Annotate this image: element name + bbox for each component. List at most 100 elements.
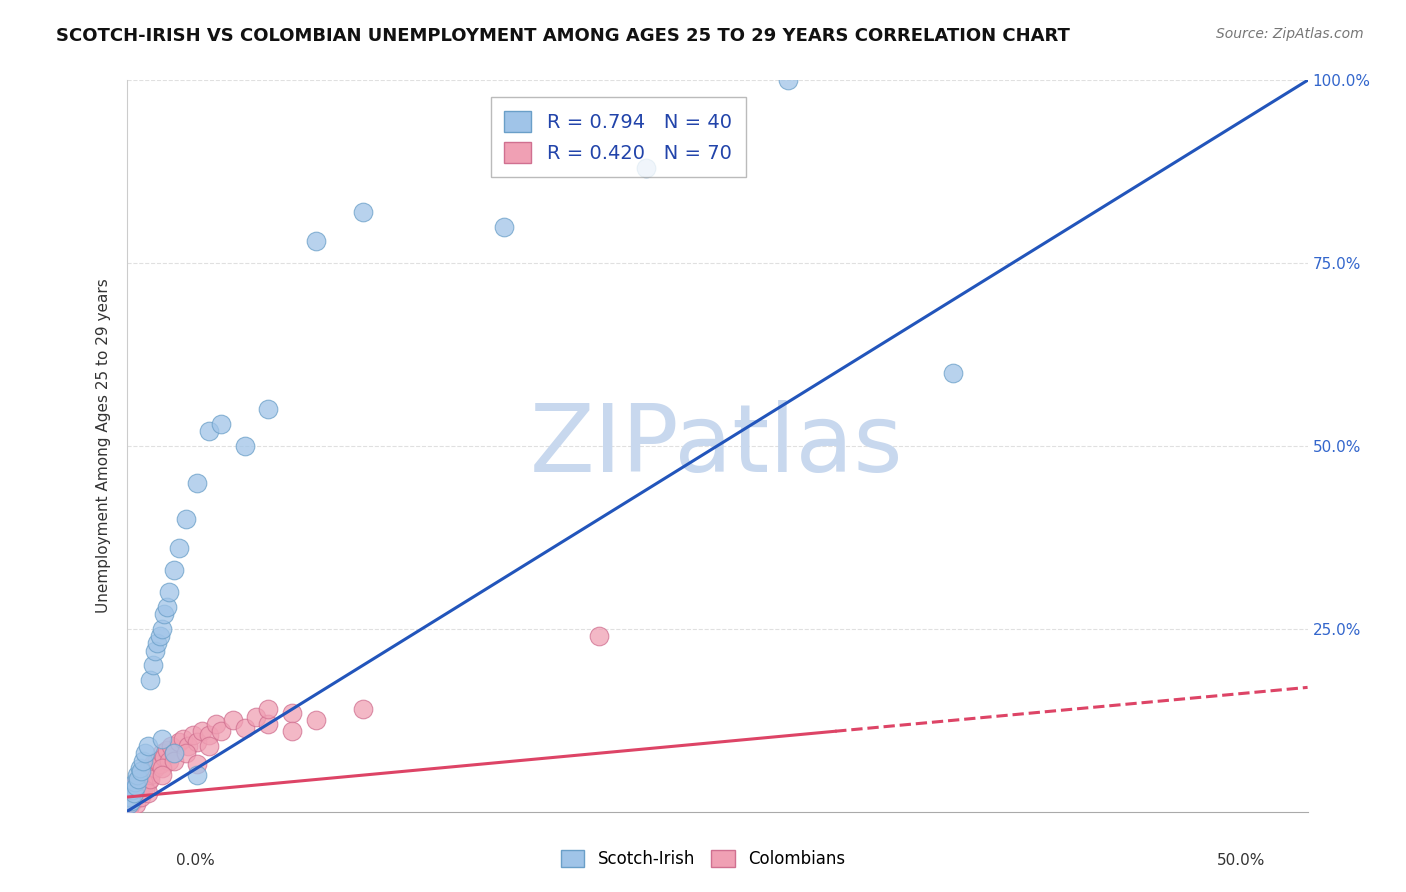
Point xyxy=(143,761,166,775)
Point xyxy=(186,757,208,772)
Point xyxy=(132,782,155,797)
Point xyxy=(134,768,156,782)
Point xyxy=(150,761,173,775)
Point xyxy=(149,629,172,643)
Point xyxy=(117,797,139,812)
Point xyxy=(122,790,145,805)
Point xyxy=(198,425,221,439)
Point xyxy=(124,775,146,789)
Point xyxy=(125,782,148,797)
Point xyxy=(209,417,232,431)
Point xyxy=(125,779,148,793)
Point xyxy=(120,787,142,801)
Point xyxy=(167,541,190,556)
Point xyxy=(186,475,208,490)
Point xyxy=(120,797,142,812)
Point xyxy=(588,629,610,643)
Point xyxy=(150,768,173,782)
Point xyxy=(118,801,141,815)
Point xyxy=(198,739,221,753)
Point xyxy=(186,735,208,749)
Point xyxy=(776,73,799,87)
Point xyxy=(120,794,142,808)
Point xyxy=(118,797,141,812)
Point xyxy=(129,779,152,793)
Point xyxy=(172,731,194,746)
Point xyxy=(149,757,172,772)
Point xyxy=(153,749,176,764)
Point xyxy=(121,782,143,797)
Legend: R = 0.794   N = 40, R = 0.420   N = 70: R = 0.794 N = 40, R = 0.420 N = 70 xyxy=(491,97,745,177)
Point xyxy=(127,787,149,801)
Point xyxy=(157,585,180,599)
Point xyxy=(163,746,186,760)
Point xyxy=(132,775,155,789)
Point xyxy=(304,234,326,248)
Point xyxy=(122,794,145,808)
Point xyxy=(150,622,173,636)
Point xyxy=(117,801,139,815)
Point xyxy=(156,599,179,614)
Point xyxy=(129,764,152,779)
Point xyxy=(120,794,142,808)
Point xyxy=(352,702,374,716)
Point xyxy=(191,724,214,739)
Point xyxy=(128,772,150,786)
Legend: Scotch-Irish, Colombians: Scotch-Irish, Colombians xyxy=(554,843,852,875)
Point xyxy=(134,782,156,797)
Point xyxy=(257,402,280,417)
Point xyxy=(141,658,163,673)
Point xyxy=(127,775,149,789)
Point xyxy=(146,636,169,650)
Point xyxy=(304,714,326,728)
Point xyxy=(128,761,150,775)
Point xyxy=(174,512,197,526)
Point xyxy=(150,746,173,760)
Point xyxy=(132,754,155,768)
Point xyxy=(135,764,157,779)
Point xyxy=(186,768,208,782)
Text: Source: ZipAtlas.com: Source: ZipAtlas.com xyxy=(1216,27,1364,41)
Point xyxy=(143,644,166,658)
Point xyxy=(163,746,186,760)
Point xyxy=(222,714,245,728)
Point xyxy=(118,790,141,805)
Point xyxy=(122,787,145,801)
Point xyxy=(134,746,156,760)
Point xyxy=(129,790,152,805)
Point xyxy=(127,768,149,782)
Point xyxy=(121,782,143,797)
Point xyxy=(352,205,374,219)
Point xyxy=(233,439,256,453)
Point xyxy=(121,790,143,805)
Point xyxy=(942,366,965,380)
Point xyxy=(205,717,228,731)
Point xyxy=(139,772,162,786)
Point xyxy=(125,797,148,812)
Point xyxy=(281,724,304,739)
Point xyxy=(494,219,516,234)
Point xyxy=(136,739,159,753)
Point xyxy=(209,724,232,739)
Text: 50.0%: 50.0% xyxy=(1218,854,1265,868)
Point xyxy=(257,702,280,716)
Point xyxy=(138,761,160,775)
Y-axis label: Unemployment Among Ages 25 to 29 years: Unemployment Among Ages 25 to 29 years xyxy=(96,278,111,614)
Point xyxy=(245,709,267,723)
Point xyxy=(122,779,145,793)
Point xyxy=(257,717,280,731)
Point xyxy=(233,721,256,735)
Point xyxy=(146,754,169,768)
Point xyxy=(167,735,190,749)
Point xyxy=(181,728,204,742)
Point xyxy=(153,607,176,622)
Point xyxy=(636,161,658,175)
Text: SCOTCH-IRISH VS COLOMBIAN UNEMPLOYMENT AMONG AGES 25 TO 29 YEARS CORRELATION CHA: SCOTCH-IRISH VS COLOMBIAN UNEMPLOYMENT A… xyxy=(56,27,1070,45)
Point xyxy=(120,790,142,805)
Point xyxy=(160,739,183,753)
Point xyxy=(156,742,179,756)
Point xyxy=(118,794,141,808)
Point xyxy=(157,754,180,768)
Point xyxy=(136,775,159,789)
Point xyxy=(134,772,156,786)
